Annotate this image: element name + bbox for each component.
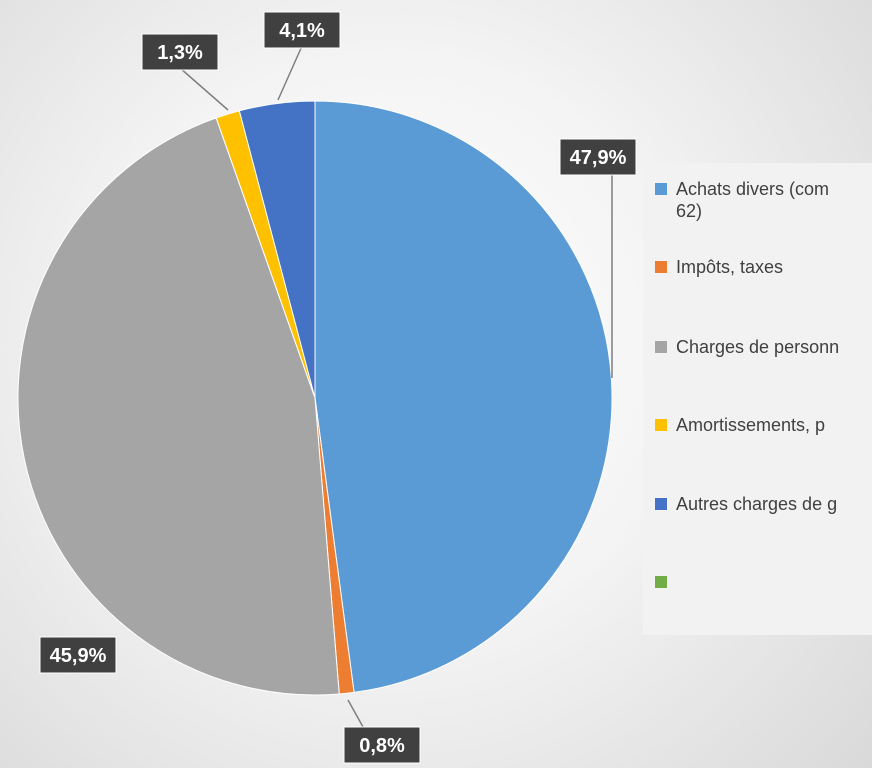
legend-item: Autres charges de g: [655, 493, 872, 515]
data-label: 4,1%: [279, 20, 325, 42]
legend-label: Amortissements, p: [676, 415, 826, 435]
data-label-box: [39, 636, 117, 674]
legend-swatch: [655, 419, 667, 431]
legend-swatch: [655, 183, 667, 195]
data-label-box: [263, 11, 341, 49]
data-label-box: [559, 138, 637, 176]
data-label-box: [343, 726, 421, 764]
pie-slice: [17, 117, 340, 696]
data-label-box: [141, 33, 219, 71]
legend-label: Impôts, taxes: [676, 257, 784, 277]
data-label: 45,9%: [50, 645, 107, 667]
legend-label: Achats divers (com 62): [676, 179, 830, 221]
leader-line: [179, 67, 229, 111]
data-label: 0,8%: [359, 735, 405, 757]
legend-swatch: [655, 498, 667, 510]
legend-swatch: [655, 261, 667, 273]
leader-line: [277, 45, 303, 101]
data-label: 1,3%: [157, 42, 203, 64]
legend-swatch: [655, 341, 667, 353]
legend-item: Amortissements, p: [655, 414, 872, 436]
legend-item: Charges de personn: [655, 336, 872, 358]
pie-slice: [314, 100, 613, 693]
pie-slice: [238, 100, 316, 399]
legend: Achats divers (com 62) Impôts, taxes Charg…: [643, 163, 872, 635]
legend-label: Autres charges de g: [676, 494, 838, 514]
legend-swatch: [655, 576, 667, 588]
legend-label: Charges de personn: [676, 337, 840, 357]
legend-item: Impôts, taxes: [655, 256, 872, 278]
legend-item: Achats divers (com 62): [655, 178, 872, 222]
data-label: 47,9%: [570, 147, 627, 169]
